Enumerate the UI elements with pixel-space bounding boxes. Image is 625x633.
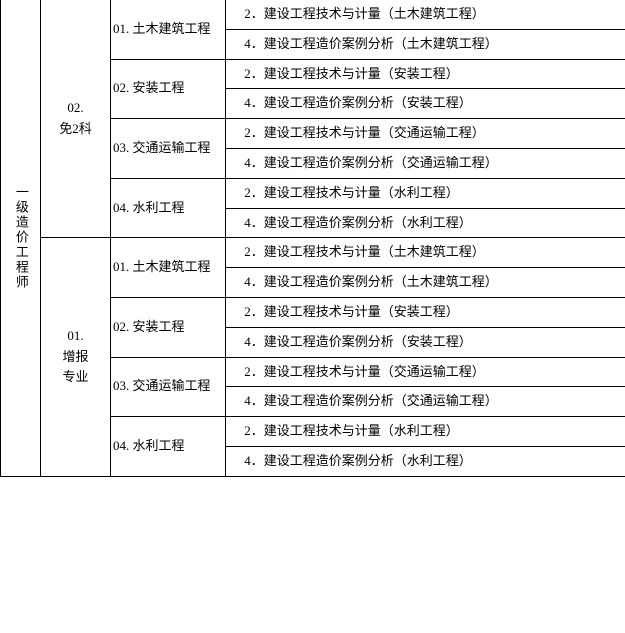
subject-cell: 4．建设工程造价案例分析（水利工程） [226,446,625,476]
major-cell: 03. 交通运输工程 [111,357,226,417]
major-cell: 04. 水利工程 [111,178,226,238]
major-cell: 01. 土木建筑工程 [111,0,226,59]
subject-cell: 4．建设工程造价案例分析（土木建筑工程） [226,29,625,59]
subject-cell: 2．建设工程技术与计量（土木建筑工程） [226,238,625,268]
subject-cell: 4．建设工程造价案例分析（交通运输工程） [226,387,625,417]
subject-cell: 2．建设工程技术与计量（水利工程） [226,417,625,447]
major-cell: 01. 土木建筑工程 [111,238,226,298]
subject-cell: 4．建设工程造价案例分析（水利工程） [226,208,625,238]
major-cell: 04. 水利工程 [111,417,226,477]
subject-cell: 2．建设工程技术与计量（土木建筑工程） [226,0,625,29]
major-cell: 02. 安装工程 [111,297,226,357]
subject-cell: 2．建设工程技术与计量（安装工程） [226,59,625,89]
subject-cell: 4．建设工程造价案例分析（交通运输工程） [226,148,625,178]
subject-cell: 2．建设工程技术与计量（水利工程） [226,178,625,208]
level-cell-b: 01. 增报 专业 [41,238,111,476]
subject-cell: 2．建设工程技术与计量（安装工程） [226,297,625,327]
exam-title-cell: 一级造价工程师 [1,0,41,476]
major-cell: 02. 安装工程 [111,59,226,119]
major-cell: 03. 交通运输工程 [111,119,226,179]
level-cell-a: 02. 免2科 [41,0,111,238]
subject-cell: 2．建设工程技术与计量（交通运输工程） [226,119,625,149]
subject-cell: 4．建设工程造价案例分析（安装工程） [226,89,625,119]
subject-cell: 2．建设工程技术与计量（交通运输工程） [226,357,625,387]
exam-level-major-subject-table: 一级造价工程师 02. 免2科 01. 土木建筑工程 2．建设工程技术与计量（土… [0,0,625,477]
subject-cell: 4．建设工程造价案例分析（安装工程） [226,327,625,357]
subject-cell: 4．建设工程造价案例分析（土木建筑工程） [226,268,625,298]
